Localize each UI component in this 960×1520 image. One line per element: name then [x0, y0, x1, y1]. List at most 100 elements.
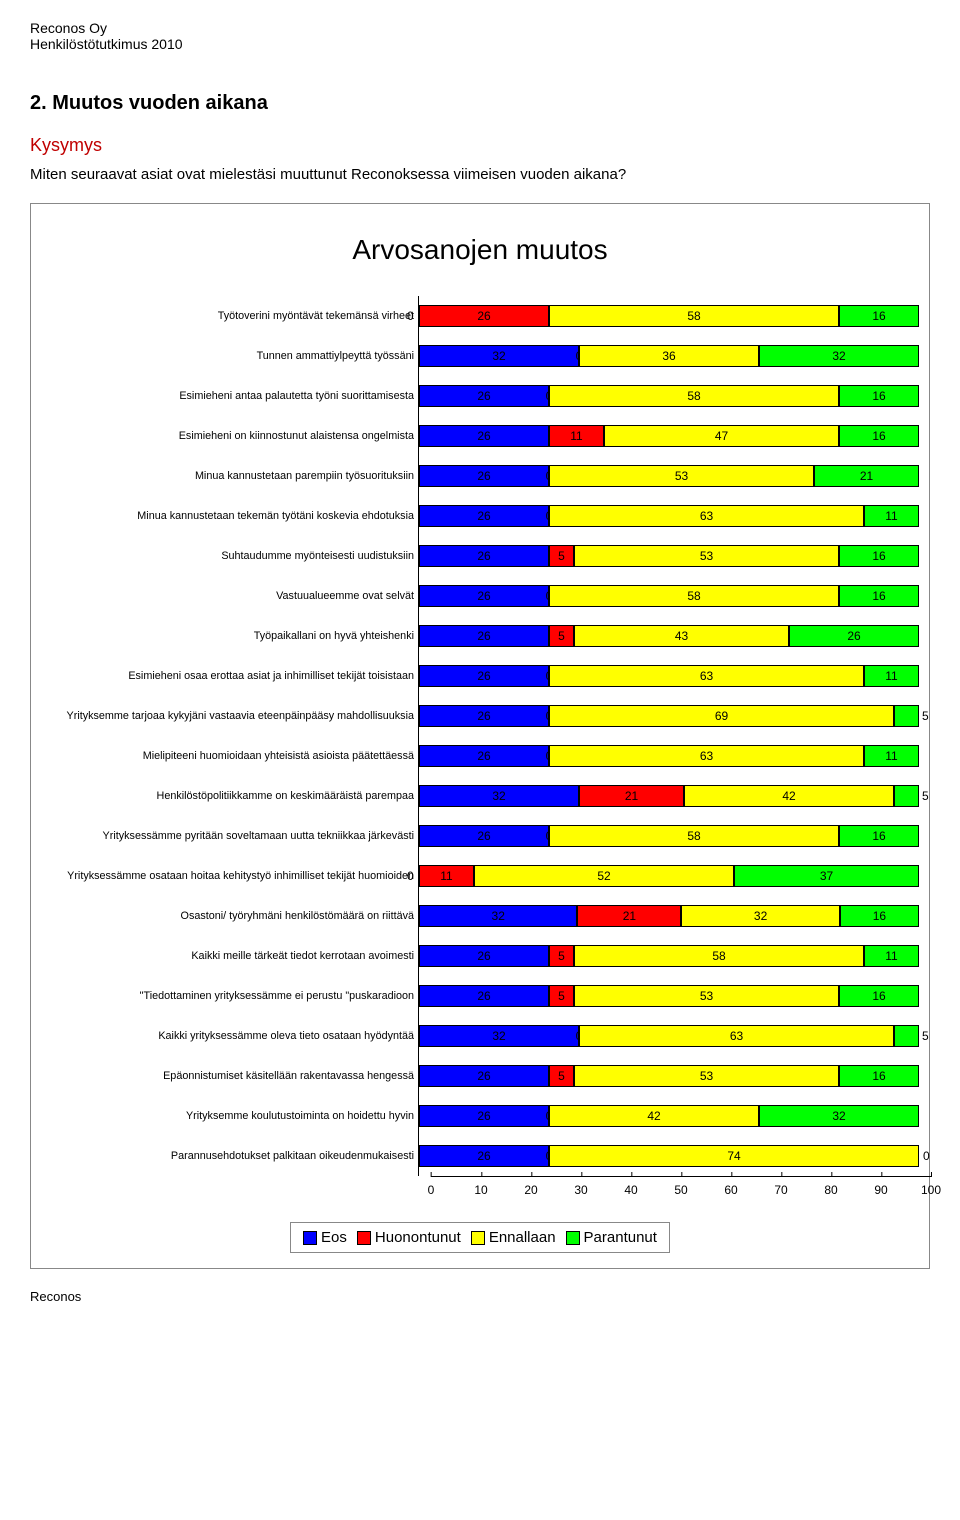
bar-segment: 26: [419, 385, 549, 407]
segment-value: 53: [675, 469, 688, 483]
segment-value: 63: [730, 1029, 743, 1043]
legend-swatch: [303, 1231, 317, 1245]
header-company: Reconos Oy: [30, 20, 930, 36]
row-label-container: Epäonnistumiset käsitellään rakentavassa…: [41, 1056, 418, 1096]
legend-label: Eos: [321, 1229, 347, 1246]
bar-segment: 16: [839, 1065, 919, 1087]
segment-value: 16: [872, 309, 885, 323]
segment-value: 58: [687, 389, 700, 403]
bar-segment: 11: [419, 865, 474, 887]
bar-segment: 32: [419, 905, 577, 927]
bar-track: 26114716: [419, 425, 919, 447]
bar-segment: 16: [839, 985, 919, 1007]
bar-row: 3203632: [419, 336, 919, 376]
legend: Eos Huonontunut Ennallaan Parantunut: [290, 1222, 670, 1253]
bar-segment: 16: [840, 905, 919, 927]
axis-tick: 100: [921, 1177, 941, 1197]
segment-value: 32: [492, 909, 505, 923]
bar-row: 2606311: [419, 656, 919, 696]
bar-segment: 63: [549, 505, 864, 527]
segment-value: 0: [407, 309, 414, 323]
legend-label: Ennallaan: [489, 1229, 556, 1246]
bar-segment: 26: [419, 1065, 549, 1087]
bar-row: 2606311: [419, 496, 919, 536]
legend-item: Huonontunut: [357, 1229, 461, 1246]
bar-segment: 5: [549, 1065, 574, 1087]
row-label: Kaikki yrityksessämme oleva tieto osataa…: [41, 1030, 418, 1042]
segment-value: 69: [715, 709, 728, 723]
segment-value: 26: [477, 1069, 490, 1083]
question-label: Kysymys: [30, 135, 930, 156]
bar-segment: 16: [839, 305, 919, 327]
segment-value: 74: [727, 1149, 740, 1163]
bar-segment: 32: [419, 785, 579, 807]
segment-value: 16: [872, 549, 885, 563]
bar-segment: 16: [839, 545, 919, 567]
legend-label: Huonontunut: [375, 1229, 461, 1246]
segment-value: 58: [712, 949, 725, 963]
bar-segment: 36: [579, 345, 759, 367]
bar-segment: 26: [419, 665, 549, 687]
row-label-container: Parannusehdotukset palkitaan oikeudenmuk…: [41, 1136, 418, 1176]
row-label-container: Minua kannustetaan tekemän työtäni koske…: [41, 496, 418, 536]
legend-label: Parantunut: [584, 1229, 657, 1246]
bar-segment: 47: [604, 425, 839, 447]
segment-value: 32: [492, 1029, 505, 1043]
bar-segment: 26: [419, 585, 549, 607]
segment-value: 53: [700, 1069, 713, 1083]
row-label: Esimieheni osaa erottaa asiat ja inhimil…: [41, 670, 418, 682]
bar-segment: 58: [574, 945, 864, 967]
bar-row: 2605816: [419, 376, 919, 416]
segment-value: 11: [885, 949, 897, 963]
bar-segment: 32: [419, 1025, 579, 1047]
bar-row: 32 21 42 5: [419, 776, 919, 816]
bar-row: 320635: [419, 1016, 919, 1056]
bar-segment: 5: [894, 705, 919, 727]
bar-segment: 21: [579, 785, 684, 807]
row-label-container: Esimieheni osaa erottaa asiat ja inhimil…: [41, 656, 418, 696]
row-label: Vastuualueemme ovat selvät: [41, 590, 418, 602]
segment-value: 32: [832, 349, 845, 363]
axis-tick: 50: [674, 1177, 687, 1197]
row-label-container: Esimieheni antaa palautetta työni suorit…: [41, 376, 418, 416]
segment-value: 42: [782, 789, 795, 803]
bar-segment: 16: [839, 825, 919, 847]
segment-value: 26: [477, 429, 490, 443]
bar-segment: 5: [894, 785, 919, 807]
bar-track: 2655316: [419, 545, 919, 567]
bar-row: 2605321: [419, 456, 919, 496]
bar-segment: 11: [864, 945, 919, 967]
bar-segment: 5: [894, 1025, 919, 1047]
bar-track: 32 21 42 5: [419, 785, 919, 807]
bar-segment: 21: [577, 905, 681, 927]
bar-segment: 5: [549, 545, 574, 567]
segment-value: 5: [558, 549, 565, 563]
segment-value: 5: [558, 1069, 565, 1083]
row-label: Yrityksemme koulutustoiminta on hoidettu…: [41, 1110, 418, 1122]
axis-tick: 40: [624, 1177, 637, 1197]
segment-value: 26: [477, 509, 490, 523]
bar-track: 2605816: [419, 385, 919, 407]
segment-value: 32: [492, 789, 505, 803]
bar-row: 26 5 53 16: [419, 1056, 919, 1096]
bar-segment: 53: [574, 545, 839, 567]
bar-track: 2606311: [419, 745, 919, 767]
bar-segment: 21: [814, 465, 919, 487]
axis-tick: 80: [824, 1177, 837, 1197]
bar-segment: 74: [549, 1145, 919, 1167]
segment-value: 43: [675, 629, 688, 643]
row-label-container: Osastoni/ työryhmäni henkilöstömäärä on …: [41, 896, 418, 936]
row-label-container: Kaikki meille tärkeät tiedot kerrotaan a…: [41, 936, 418, 976]
axis-tick: 90: [874, 1177, 887, 1197]
segment-value: 58: [687, 829, 700, 843]
bar-row: 260695: [419, 696, 919, 736]
legend-item: Eos: [303, 1229, 347, 1246]
segment-value: 5: [922, 1029, 929, 1043]
bar-segment: 63: [549, 665, 864, 687]
row-label: Minua kannustetaan parempiin työsuorituk…: [41, 470, 418, 482]
row-label-container: Yrityksemme koulutustoiminta on hoidettu…: [41, 1096, 418, 1136]
bar-row: 260740: [419, 1136, 919, 1176]
segment-value: 37: [820, 869, 833, 883]
bar-track: 260695: [419, 705, 919, 727]
bar-segment: 32: [759, 1105, 919, 1127]
